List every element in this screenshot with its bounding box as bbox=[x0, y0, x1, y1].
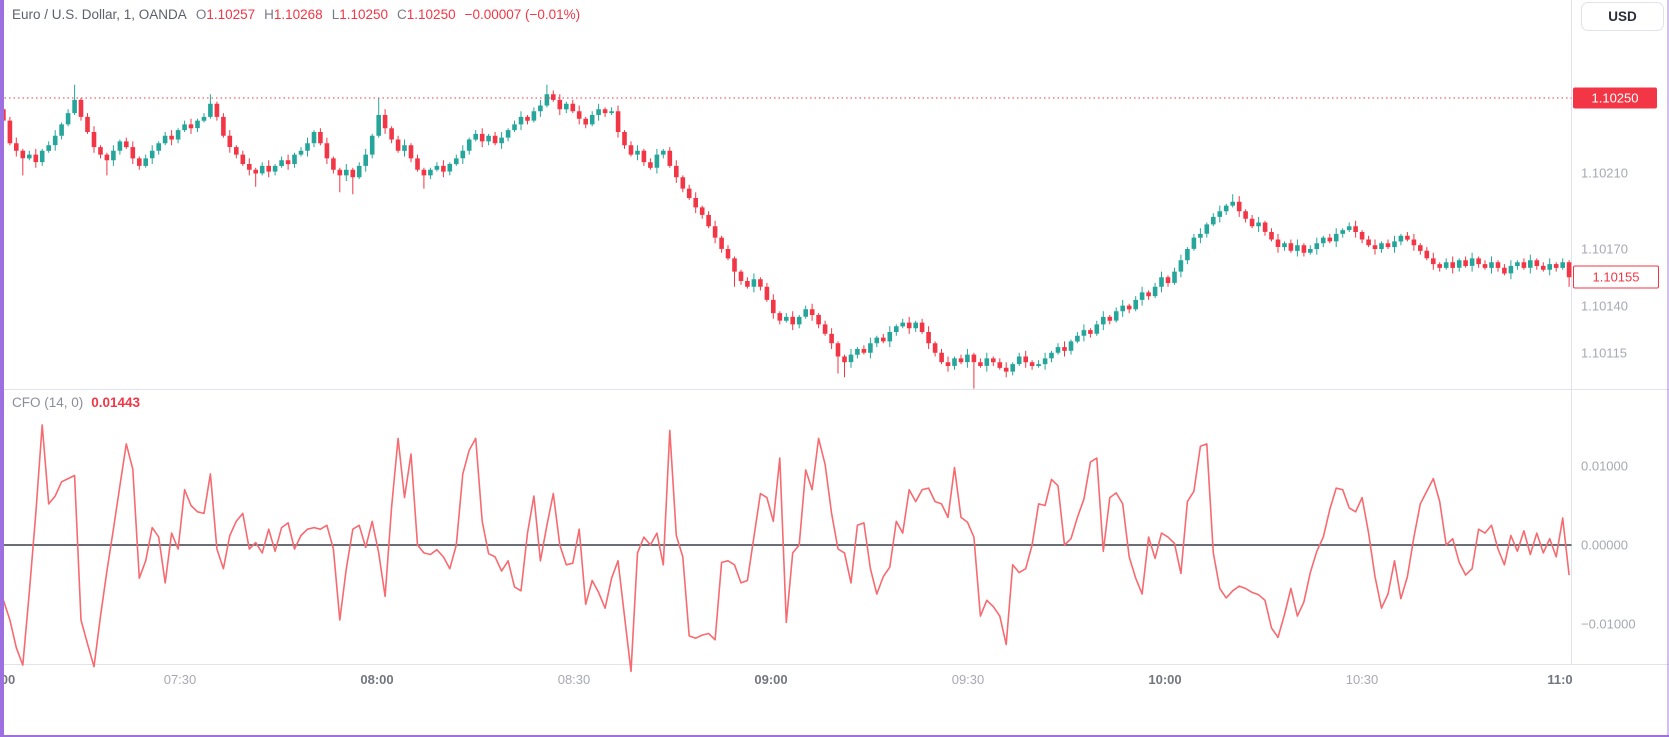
time-label-00[interactable]: 00 bbox=[0, 672, 16, 687]
price-axis-label: 1.10170 bbox=[1581, 241, 1628, 257]
symbol-title[interactable]: Euro / U.S. Dollar, 1, OANDA bbox=[12, 7, 187, 22]
time-label-09-00[interactable]: 09:00 bbox=[754, 672, 788, 687]
time-label-08-00[interactable]: 08:00 bbox=[360, 672, 394, 687]
time-label-09-30[interactable]: 09:30 bbox=[951, 672, 985, 687]
candle-wicks-up bbox=[28, 84, 1564, 376]
time-label-08-30[interactable]: 08:30 bbox=[557, 672, 591, 687]
cfo-axis-label: −0.01000 bbox=[1581, 616, 1636, 632]
secondary-price-tag: 1.10155 bbox=[1573, 265, 1659, 289]
price-axis-label: 1.10210 bbox=[1581, 165, 1628, 181]
time-label-10-30[interactable]: 10:30 bbox=[1345, 672, 1379, 687]
price-axis-label: 1.10115 bbox=[1581, 345, 1628, 361]
time-label-11-0[interactable]: 11:0 bbox=[1547, 672, 1573, 687]
currency-toggle-button[interactable]: USD bbox=[1581, 2, 1664, 31]
ohlc-item-c: C 1.10250 bbox=[397, 7, 456, 22]
frame-border-right bbox=[1667, 0, 1669, 737]
candle-bodies-up bbox=[27, 94, 1565, 372]
ohlc-item-o: O 1.10257 bbox=[195, 7, 256, 22]
frame-border-bottom bbox=[0, 735, 1669, 737]
symbol-legend[interactable]: Euro / U.S. Dollar, 1, OANDA O 1.10257 H 1.… bbox=[12, 7, 580, 22]
change-value: −0.00007 (−0.01%) bbox=[464, 7, 581, 22]
indicator-legend[interactable]: CFO (14, 0) 0.01443 bbox=[12, 395, 140, 410]
ohlc-item-h: H 1.10268 bbox=[264, 7, 323, 22]
indicator-value: 0.01443 bbox=[91, 395, 141, 410]
time-label-07-30[interactable]: 07:30 bbox=[163, 672, 197, 687]
frame-border-left bbox=[0, 0, 4, 737]
cfo-axis-label: 0.00000 bbox=[1581, 537, 1628, 553]
cfo-axis-label: 0.01000 bbox=[1581, 458, 1628, 474]
ohlc-item-l: L 1.10250 bbox=[331, 7, 389, 22]
indicator-name[interactable]: CFO (14, 0) bbox=[12, 395, 84, 410]
time-label-10-00[interactable]: 10:00 bbox=[1148, 672, 1182, 687]
ohlc-values: O 1.10257 H 1.10268 L 1.10250 C 1.10250 bbox=[196, 7, 456, 22]
price-axis-label: 1.10140 bbox=[1581, 298, 1628, 314]
cfo-line-plot bbox=[2, 424, 1570, 673]
last-price-tag: 1.10250 bbox=[1573, 87, 1657, 109]
